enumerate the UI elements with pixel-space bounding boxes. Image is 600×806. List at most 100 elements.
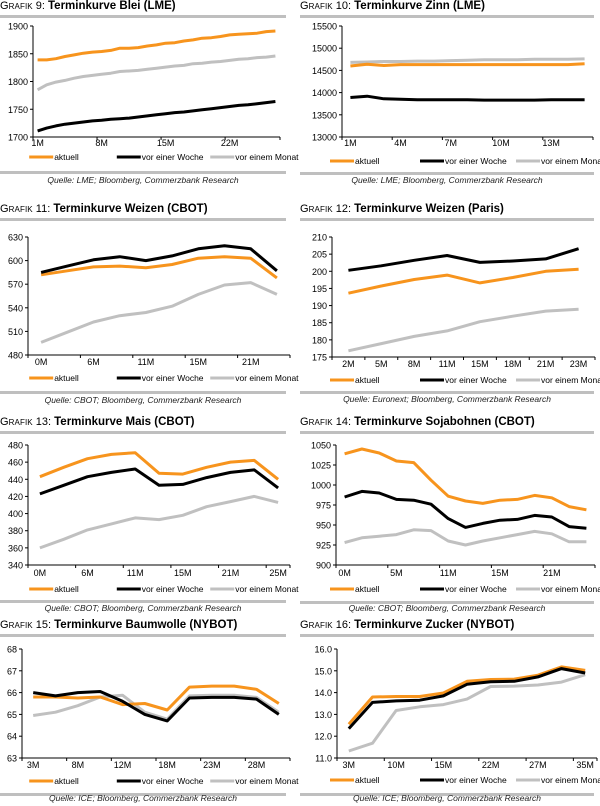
x-tick-label: 22M: [221, 138, 239, 148]
y-tick-label: 16.0: [314, 645, 332, 655]
legend-label: vor einem Monat: [541, 584, 600, 594]
x-tick-label: 2M: [342, 359, 355, 369]
chart-title-text: Terminkurve Weizen (CBOT): [53, 203, 208, 215]
x-tick-label: 8M: [408, 359, 421, 369]
legend-label: vor einer Woche: [142, 152, 204, 162]
y-tick-label: 66: [7, 688, 17, 698]
chart-title: Grafik 14: Terminkurve Sojabohnen (CBOT): [300, 416, 535, 428]
y-tick-label: 1900: [8, 22, 28, 32]
y-tick-label: 440: [8, 475, 23, 485]
chart-panel-g15: Grafik 15: Terminkurve Baumwolle (NYBOT)…: [0, 619, 299, 806]
legend-label: vor einem Monat: [235, 152, 299, 162]
x-tick-label: 21M: [543, 568, 561, 578]
chart-title-prefix: Grafik: [0, 0, 33, 12]
legend-label: vor einem Monat: [235, 373, 299, 383]
legend-label: vor einer Woche: [142, 776, 204, 786]
y-tick-label: 600: [8, 256, 23, 266]
y-tick-label: 175: [312, 353, 327, 363]
title-divider: [300, 218, 594, 221]
x-tick-label: 3M: [27, 760, 40, 770]
source-divider: [0, 600, 286, 603]
series-line-vor-einer-woche: [39, 467, 280, 496]
chart-source: Quelle: LME; Bloomberg, Commerzbank Rese…: [351, 175, 543, 185]
y-tick-label: 190: [312, 301, 327, 311]
y-tick-label: 185: [312, 318, 327, 328]
legend-label: vor einer Woche: [445, 156, 507, 166]
x-tick-label: 28M: [248, 760, 266, 770]
x-tick-label: 23M: [203, 760, 221, 770]
x-tick-label: 5M: [390, 568, 403, 578]
x-tick-label: 15M: [174, 568, 192, 578]
source-divider: [300, 793, 594, 796]
y-tick-label: 1850: [8, 49, 28, 59]
source-divider: [0, 391, 286, 394]
y-tick-label: 950: [316, 521, 331, 531]
y-tick-label: 15.0: [314, 666, 332, 676]
x-tick-label: 8M: [95, 138, 108, 148]
line-chart: 63 64 65 66 67 68 3M 8M 12M 18M 23M 28M aktuell vor e…: [7, 645, 299, 787]
chart-title-number: 13:: [32, 416, 55, 428]
series-line-vor-einem-monat: [348, 673, 586, 753]
x-tick-label: 12M: [114, 760, 132, 770]
legend-label: aktuell: [54, 152, 79, 162]
x-tick-label: 0M: [35, 357, 48, 367]
x-tick-label: 0M: [34, 568, 47, 578]
y-tick-label: 210: [312, 233, 327, 243]
x-tick-label: 18M: [504, 359, 522, 369]
y-tick-label: 975: [316, 501, 331, 511]
x-tick-label: 23M: [570, 359, 588, 369]
y-tick-label: 64: [7, 732, 17, 742]
y-tick-label: 63: [7, 754, 17, 764]
x-tick-label: 7M: [445, 138, 458, 148]
chart-title-text: Terminkurve Sojabohnen (CBOT): [354, 416, 535, 428]
source-divider: [300, 391, 594, 394]
chart-source: Quelle: CBOT; Bloomberg, Commerzbank Res…: [44, 395, 242, 405]
legend-label: vor einem Monat: [235, 584, 299, 594]
x-tick-label: 15M: [491, 568, 509, 578]
x-tick-label: 6M: [81, 568, 94, 578]
y-tick-label: 1000: [311, 481, 331, 491]
legend-label: vor einer Woche: [445, 775, 507, 785]
line-chart: 175 180 185 190 195 200 205 210 2M 5M 8M 11M 15M 18M 2…: [312, 233, 600, 386]
x-tick-label: 15M: [435, 760, 453, 770]
series-line-aktuell: [344, 447, 587, 512]
chart-panel-g12: Grafik 12: Terminkurve Weizen (Paris) 175…: [300, 203, 600, 404]
chart-title-text: Terminkurve Baumwolle (NYBOT): [54, 619, 238, 631]
x-tick-label: 1M: [344, 138, 357, 148]
y-tick-label: 510: [8, 327, 23, 337]
y-tick-label: 925: [316, 541, 331, 551]
chart-title-prefix: Grafik: [300, 619, 333, 631]
legend-label: vor einer Woche: [445, 584, 507, 594]
y-tick-label: 630: [8, 233, 23, 243]
x-tick-label: 18M: [158, 760, 176, 770]
legend-label: aktuell: [54, 584, 79, 594]
x-tick-label: 10M: [387, 760, 405, 770]
y-tick-label: 400: [8, 509, 23, 519]
chart-title-number: 15:: [32, 619, 55, 631]
y-tick-label: 13.0: [314, 710, 332, 720]
y-tick-label: 900: [316, 561, 331, 571]
y-tick-label: 380: [8, 526, 23, 536]
y-tick-label: 460: [8, 458, 23, 468]
y-tick-label: 180: [312, 335, 327, 345]
title-divider: [0, 15, 286, 18]
y-tick-label: 480: [8, 441, 23, 451]
line-chart: 11.0 12.0 13.0 14.0 15.0 16.0 3M 10M 15M 22M 27M 35…: [314, 645, 600, 786]
y-tick-label: 1700: [8, 133, 28, 143]
x-tick-label: 21M: [242, 357, 260, 367]
chart-source: Quelle: Euronext; Bloomberg, Commerzbank…: [343, 394, 551, 404]
x-tick-label: 4M: [394, 138, 407, 148]
series-line-vor-einer-woche: [32, 690, 280, 723]
y-tick-label: 195: [312, 284, 327, 294]
series-line-vor-einem-monat: [32, 693, 280, 721]
y-tick-label: 1800: [8, 77, 28, 87]
chart-title-prefix: Grafik: [300, 0, 333, 12]
source-divider: [300, 172, 594, 175]
chart-title-prefix: Grafik: [300, 203, 333, 215]
chart-title: Grafik 15: Terminkurve Baumwolle (NYBOT): [0, 619, 237, 631]
x-tick-label: 15M: [471, 359, 489, 369]
y-tick-label: 65: [7, 710, 17, 720]
chart-title-text: Terminkurve Mais (CBOT): [54, 416, 195, 428]
legend-label: aktuell: [355, 156, 380, 166]
series-line-vor-einem-monat: [348, 307, 579, 353]
